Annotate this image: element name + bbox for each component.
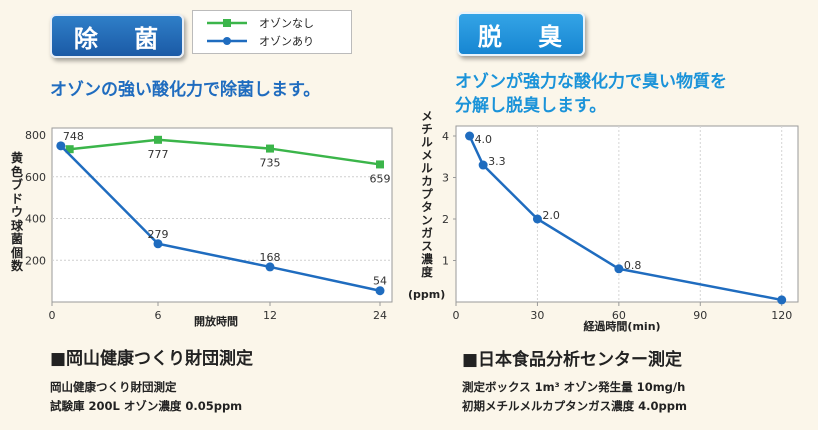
right-plot-area [455,125,799,303]
left-y-tick-400: 400 [25,213,46,226]
right-series-label-2: 2.0 [542,209,560,222]
sterilization-badge: 除 菌 [50,14,184,58]
left-note-line1: 岡山健康つくり財団測定 [50,380,177,394]
legend-marker-no-ozone [223,19,231,27]
legend-marker-ozone [223,37,231,45]
right-y-tick-1: 1 [442,255,449,268]
left-series0-point-2 [266,144,274,153]
right-series-point-1 [478,160,488,170]
left-series0-label-2: 735 [260,157,281,170]
right-x-axis-label: 経過時間(min) [583,319,660,333]
left-y-tick-800: 800 [25,129,46,142]
left-series1-point-2 [265,262,275,272]
left-series0-point-0 [65,145,74,154]
right-y-tick-2: 2 [442,213,449,226]
left-series1-label-1: 279 [148,228,169,241]
left-notes: 岡山健康つくり財団測定 試験庫 200L オゾン濃度 0.05ppm [50,378,242,416]
left-series1-label-0: 748 [63,130,84,143]
right-series-point-3 [614,264,624,274]
left-series-line-0 [69,138,381,166]
left-section-title: ■岡山健康つくり財団測定 [50,349,254,369]
chart-legend: オゾンなし オゾンあり [192,10,352,54]
right-section-title: ■日本食品分析センター測定 [462,350,683,370]
right-series-point-0 [465,131,475,141]
right-x-tick-30: 30 [530,309,544,322]
right-y-unit: (ppm) [408,288,445,301]
left-y-axis-label: 黄色ブドウ球菌個数 [10,151,23,273]
right-y-tick-3: 3 [442,172,449,185]
left-series-line-1 [59,144,381,292]
left-note-line2: 試験庫 200L オゾン濃度 0.05ppm [50,399,243,413]
left-series0-label-3: 659 [370,172,391,185]
deodorization-headline-line1: オゾンが強力な酸化力で臭い物質を [455,72,727,92]
right-x-tick-60: 60 [612,309,626,322]
left-series1-label-2: 168 [260,251,281,264]
left-x-tick-6: 6 [155,309,162,322]
right-series-label-3: 0.8 [624,259,642,272]
right-note-line2: 初期メチルメルカプタンガス濃度 4.0ppm [462,399,687,413]
left-plot-area [51,127,393,303]
legend-markers [207,19,247,45]
left-y-tick-600: 600 [25,171,46,184]
deodorization-headline: オゾンが強力な酸化力で臭い物質を 分解し脱臭します。 [455,70,727,118]
legend-label-ozone: オゾンあり [259,35,314,48]
left-series1-point-0 [56,141,66,151]
deodorization-headline-line2: 分解し脱臭します。 [455,96,607,116]
right-x-tick-0: 0 [453,309,460,322]
left-series0-label-1: 777 [148,148,169,161]
left-series0-point-1 [154,135,162,144]
right-y-tick-4: 4 [442,130,449,143]
right-series-label-0: 4.0 [475,133,493,146]
left-x-axis-label: 開放時間 [194,314,238,328]
left-x-tick-0: 0 [49,309,56,322]
right-series-label-1: 3.3 [488,155,506,168]
right-series-point-4 [777,295,787,305]
right-x-tick-90: 90 [693,309,707,322]
left-y-tick-200: 200 [25,254,46,267]
right-notes: 測定ボックス 1m³ オゾン発生量 10mg/h 初期メチルメルカプタンガス濃度… [462,378,687,416]
right-series-point-2 [532,214,542,224]
deodorization-badge: 脱 臭 [457,12,585,56]
right-note-line1: 測定ボックス 1m³ オゾン発生量 10mg/h [462,380,686,394]
left-series1-point-3 [375,286,385,296]
left-x-tick-24: 24 [373,309,387,322]
right-x-tick-120: 120 [771,309,792,322]
left-series0-point-3 [376,160,384,169]
left-series1-point-1 [153,239,163,249]
sterilization-headline: オゾンの強い酸化力で除菌します。 [50,80,321,100]
left-series1-label-3: 54 [373,275,387,288]
legend-label-no-ozone: オゾンなし [259,17,314,30]
left-x-tick-12: 12 [263,309,277,322]
right-y-axis-label: メチルメルカプタンガス濃度 [421,109,433,279]
